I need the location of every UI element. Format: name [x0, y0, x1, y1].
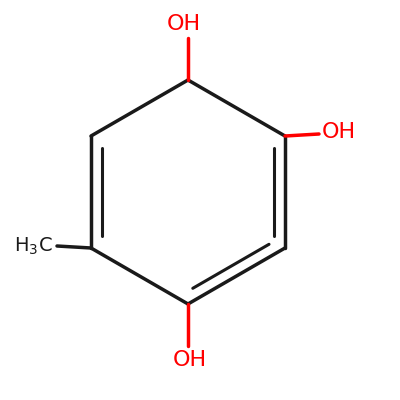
Text: OH: OH [322, 122, 356, 142]
Text: OH: OH [173, 350, 207, 370]
Text: OH: OH [167, 14, 201, 34]
Text: H$_3$C: H$_3$C [14, 235, 53, 257]
